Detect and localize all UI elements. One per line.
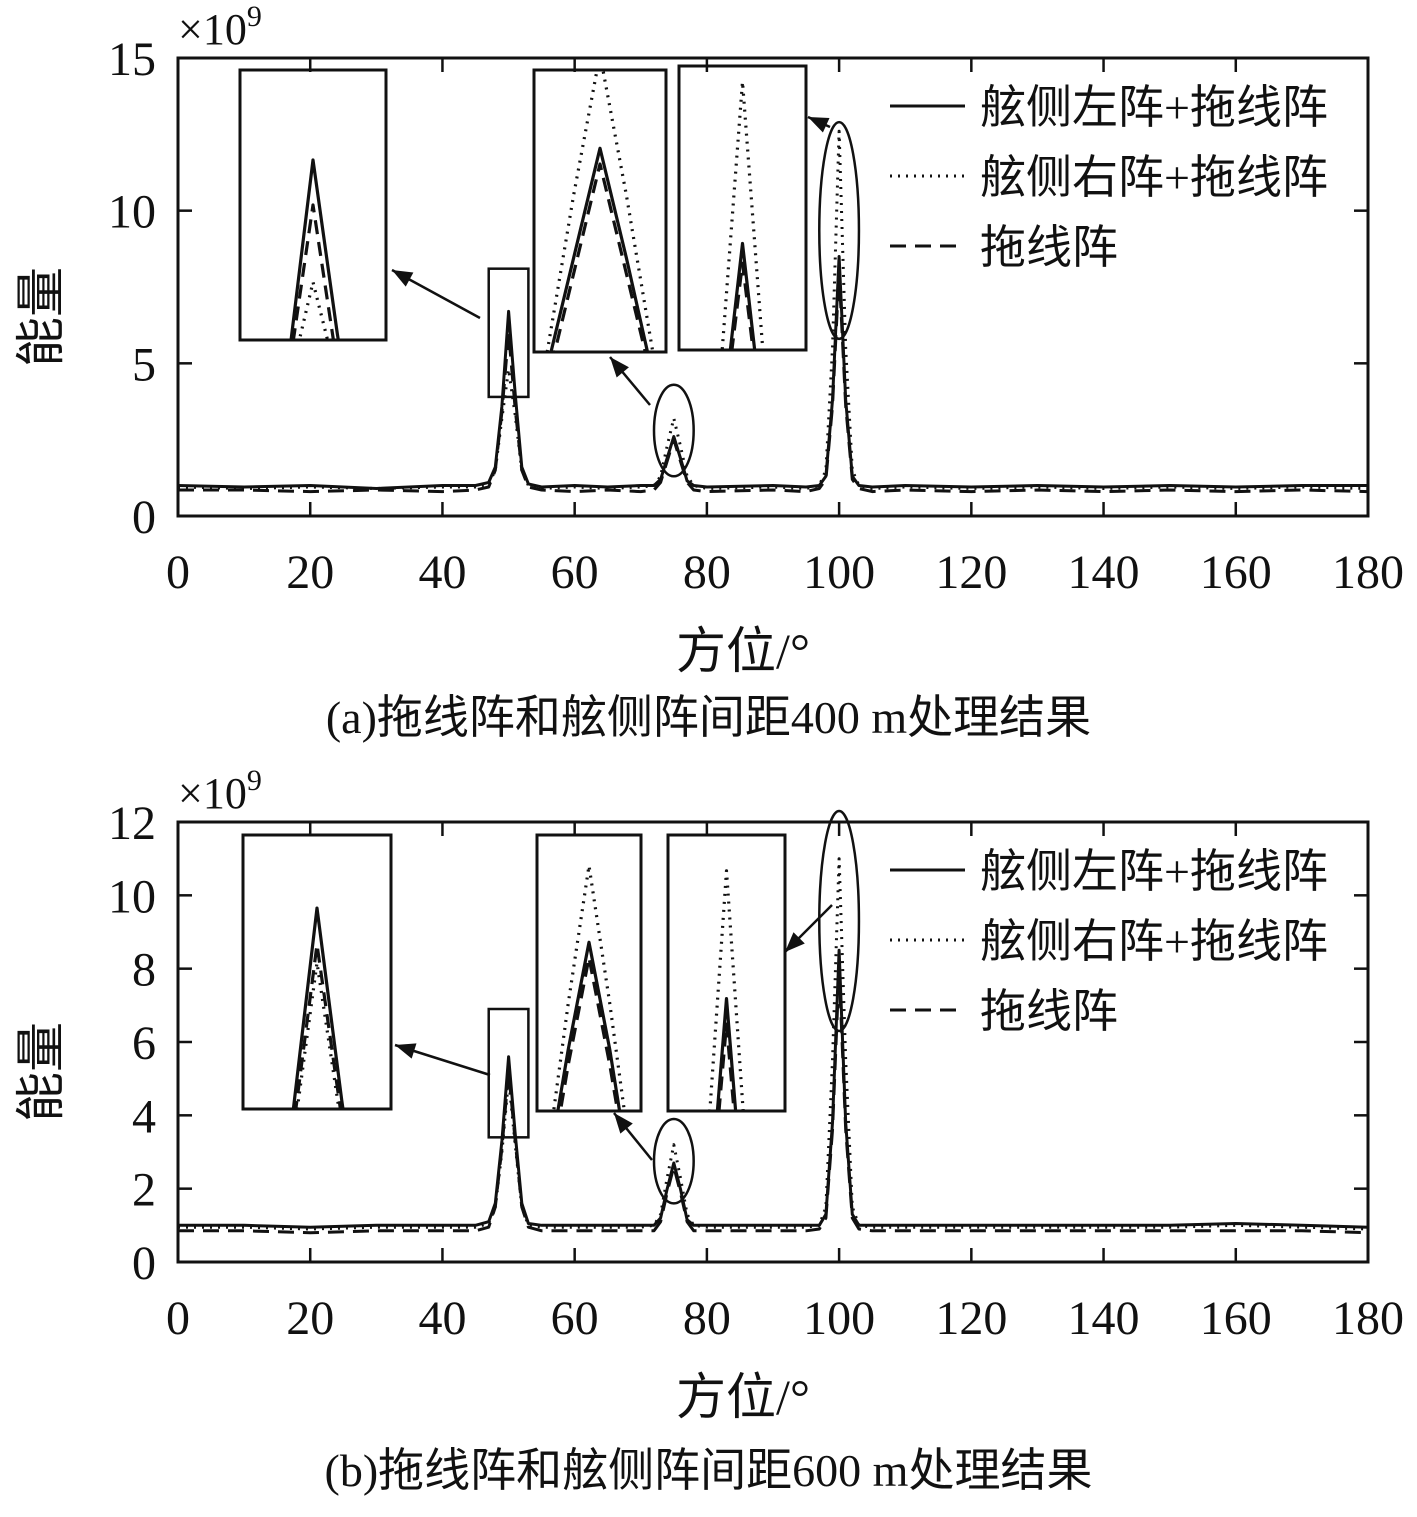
y-axis-label: 能量 — [13, 267, 69, 367]
x-tick-label: 80 — [683, 546, 731, 599]
y-tick-label: 12 — [108, 797, 156, 850]
annotation-ellipse — [818, 809, 861, 1033]
x-tick-label: 40 — [418, 1292, 466, 1345]
zoom-arrow-head — [785, 932, 805, 952]
zoom-arrow-head — [610, 357, 629, 378]
x-tick-label: 0 — [166, 1292, 190, 1345]
y-multiplier: ×109 — [178, 0, 262, 54]
y-tick-label: 4 — [132, 1090, 156, 1143]
annotation-ellipse — [818, 120, 861, 341]
zoom-series-line-1 — [556, 940, 622, 1111]
x-tick-label: 160 — [1200, 1292, 1272, 1345]
y-multiplier: ×109 — [178, 764, 262, 818]
x-tick-label: 180 — [1332, 546, 1404, 599]
chart-panel-b: 0 20 40 60 80 100 120 140 160 180 0 2 4 6 8 10 12 ×109 方位/… — [13, 764, 1404, 1425]
zoom-inset — [677, 64, 808, 352]
x-tick-label: 180 — [1332, 1292, 1404, 1345]
y-tick-label: 8 — [132, 944, 156, 997]
legend-label: 舷侧右阵+拖线阵 — [980, 916, 1328, 967]
x-tick-label: 160 — [1200, 546, 1272, 599]
zoom-inset-frame — [241, 833, 393, 1111]
y-tick-label: 10 — [108, 870, 156, 923]
zoom-inset — [238, 68, 388, 342]
legend-label: 拖线阵 — [980, 986, 1118, 1037]
y-axis-label: 能量 — [13, 1022, 69, 1122]
y-tick-label: 5 — [132, 338, 156, 391]
y-tick-label: 10 — [108, 186, 156, 239]
zoom-inset — [666, 833, 787, 1113]
zoom-inset — [535, 833, 643, 1113]
x-tick-label: 100 — [803, 546, 875, 599]
x-tick-label: 40 — [418, 546, 466, 599]
zoom-inset-frame — [666, 833, 787, 1113]
zoom-arrow-head — [392, 270, 414, 287]
x-tick-label: 60 — [551, 1292, 599, 1345]
x-axis-label: 方位/° — [676, 623, 810, 679]
zoom-inset — [241, 833, 393, 1111]
series-line-3 — [178, 967, 1369, 1235]
legend-label: 拖线阵 — [980, 222, 1118, 273]
x-tick-label: 20 — [286, 546, 334, 599]
zoom-arrow-head — [395, 1043, 417, 1059]
x-tick-label: 80 — [683, 1292, 731, 1345]
y-tick-label: 0 — [132, 1237, 156, 1290]
x-tick-label: 20 — [286, 1292, 334, 1345]
x-tick-label: 60 — [551, 546, 599, 599]
zoom-series-line-3 — [553, 162, 647, 352]
zoom-arrow-head — [614, 1113, 633, 1134]
x-tick-label: 140 — [1068, 546, 1140, 599]
x-tick-label: 120 — [935, 546, 1007, 599]
plot-frame — [176, 56, 1370, 518]
x-tick-label: 120 — [935, 1292, 1007, 1345]
caption-b: (b)拖线阵和舷侧阵间距600 m处理结果 — [324, 1445, 1093, 1496]
x-tick-label: 0 — [166, 546, 190, 599]
y-tick-label: 15 — [108, 33, 156, 86]
zoom-arrow-head — [808, 117, 830, 133]
y-tick-label: 0 — [132, 491, 156, 544]
x-tick-label: 140 — [1068, 1292, 1140, 1345]
series-line-3 — [178, 270, 1369, 494]
zoom-inset-frame — [532, 68, 668, 354]
zoom-inset-frame — [677, 64, 808, 352]
y-tick-label: 6 — [132, 1017, 156, 1070]
x-tick-label: 100 — [803, 1292, 875, 1345]
annotation-box — [487, 1007, 530, 1139]
zoom-series-line-1 — [549, 146, 650, 352]
legend-label: 舷侧右阵+拖线阵 — [980, 152, 1328, 203]
annotation-ellipse — [652, 1117, 695, 1205]
zoom-inset — [532, 68, 668, 354]
chart-panel-a: 0 20 40 60 80 100 120 140 160 180 0 5 10 15 ×109 方位/° 能量… — [13, 0, 1404, 679]
x-axis-label: 方位/° — [676, 1369, 810, 1425]
legend-label: 舷侧左阵+拖线阵 — [980, 846, 1328, 897]
y-tick-label: 2 — [132, 1164, 156, 1217]
annotation-ellipse — [652, 383, 695, 478]
annotation-box — [487, 267, 530, 399]
zoom-inset-frame — [535, 833, 643, 1113]
caption-a: (a)拖线阵和舷侧阵间距400 m处理结果 — [325, 692, 1092, 743]
zoom-series-line-2 — [552, 864, 626, 1111]
legend-label: 舷侧左阵+拖线阵 — [980, 82, 1328, 133]
